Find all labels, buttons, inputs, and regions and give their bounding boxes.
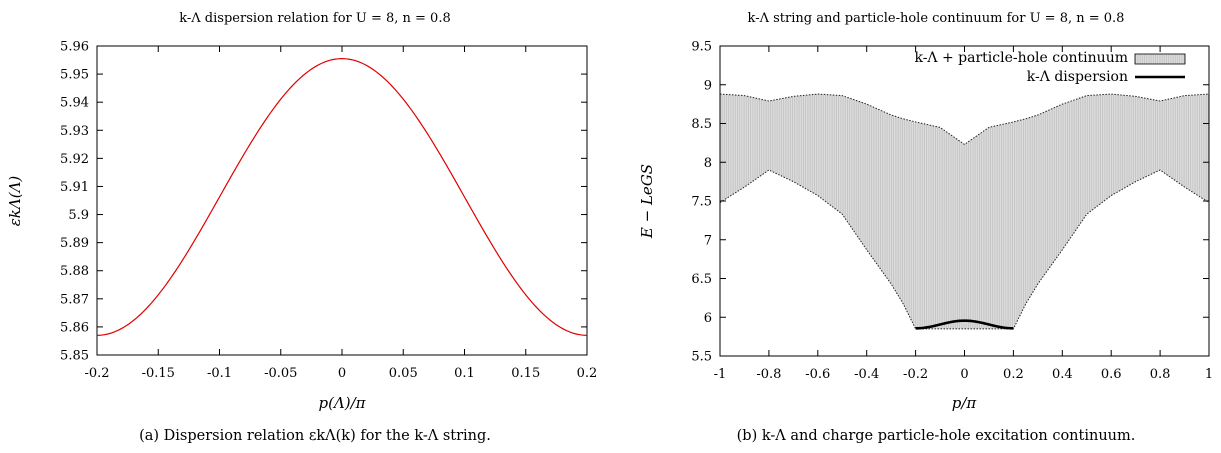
legend-dispersion-label: k-Λ dispersion (1027, 69, 1128, 85)
legend: k-Λ + particle-hole continuum k-Λ disper… (914, 50, 1186, 85)
chart-b-y-ticks: 5.5 6 6.5 7 7.5 8 8.5 9 9.5 (691, 40, 1209, 365)
y-tick-label: 7 (704, 233, 712, 248)
continuum-lower-edge (719, 169, 1210, 330)
y-tick-label: 9.5 (691, 40, 712, 55)
x-tick-label: -0.6 (805, 367, 830, 382)
y-tick-label: 8 (704, 156, 712, 171)
y-tick-label: 5.95 (60, 68, 89, 83)
y-tick-label: 5.93 (60, 124, 89, 139)
chart-a-title: k-Λ dispersion relation for U = 8, n = 0… (179, 11, 450, 26)
y-tick-label: 5.94 (60, 96, 89, 111)
chart-a-frame (96, 45, 588, 356)
chart-a: k-Λ dispersion relation for U = 8, n = 0… (6, 11, 597, 444)
x-tick-label: -0.2 (903, 367, 928, 382)
x-tick-label: -0.05 (264, 366, 297, 381)
x-tick-label: 0.05 (389, 366, 418, 381)
chart-b-x-axis-label: p/π (952, 394, 978, 412)
y-tick-label: 5.96 (60, 40, 89, 55)
y-tick-label: 5.86 (60, 320, 89, 335)
k-lambda-dispersion-line (915, 319, 1014, 330)
y-tick-label: 6.5 (691, 272, 712, 287)
y-tick-label: 5.9 (68, 208, 89, 223)
legend-continuum-label: k-Λ + particle-hole continuum (914, 50, 1128, 66)
chart-a-x-axis-label: p(Λ)/π (318, 394, 366, 412)
continuum-upper-edge (719, 93, 1210, 146)
chart-b: k-Λ string and particle-hole continuum f… (638, 11, 1213, 444)
x-tick-label: -0.4 (854, 367, 879, 382)
x-tick-label: 1 (1205, 367, 1213, 382)
chart-a-x-ticks: -0.2 -0.15 -0.1 -0.05 0 0.05 0.1 0.15 0.2 (84, 46, 597, 381)
x-tick-label: 0 (338, 366, 346, 381)
y-tick-label: 6 (704, 311, 712, 326)
x-tick-label: 0 (960, 367, 968, 382)
chart-b-y-axis-label: E − LeGS (638, 164, 656, 239)
x-tick-label: 0.6 (1101, 367, 1122, 382)
x-tick-label: -0.2 (84, 366, 109, 381)
y-tick-label: 5.89 (60, 236, 89, 251)
chart-a-y-ticks: 5.85 5.86 5.87 5.88 5.89 5.9 5.91 5.92 5.93 5.94 5… (60, 40, 587, 364)
y-tick-label: 5.87 (60, 292, 89, 307)
chart-a-dispersion-line (96, 58, 588, 336)
x-tick-label: -0.8 (756, 367, 781, 382)
x-tick-label: -0.1 (207, 366, 232, 381)
chart-b-title: k-Λ string and particle-hole continuum f… (748, 11, 1125, 26)
y-tick-label: 7.5 (691, 195, 712, 210)
y-tick-label: 5.85 (60, 349, 89, 364)
x-tick-label: 0.8 (1150, 367, 1171, 382)
x-tick-label: 0.15 (511, 366, 540, 381)
x-tick-label: 0.4 (1052, 367, 1073, 382)
chart-a-y-axis-label: εkΛ(Λ) (6, 176, 24, 227)
x-tick-label: 0.2 (1003, 367, 1024, 382)
y-tick-label: 8.5 (691, 117, 712, 132)
y-tick-label: 5.91 (60, 180, 89, 195)
continuum-band (720, 94, 1209, 329)
y-tick-label: 5.5 (691, 350, 712, 365)
x-tick-label: 0.2 (577, 366, 598, 381)
chart-b-x-ticks: -1 -0.8 -0.6 -0.4 -0.2 0 0.2 0.4 0.6 0.8 1 (714, 46, 1213, 382)
legend-continuum-swatch (1134, 53, 1186, 65)
x-tick-label: -1 (714, 367, 727, 382)
x-tick-label: -0.15 (142, 366, 175, 381)
y-tick-label: 5.92 (60, 152, 89, 167)
chart-a-caption: (a) Dispersion relation εkΛ(k) for the k… (139, 428, 491, 444)
y-tick-label: 5.88 (60, 264, 89, 279)
x-tick-label: 0.1 (454, 366, 475, 381)
chart-b-caption: (b) k-Λ and charge particle-hole excitat… (737, 428, 1136, 444)
y-tick-label: 9 (704, 78, 712, 93)
